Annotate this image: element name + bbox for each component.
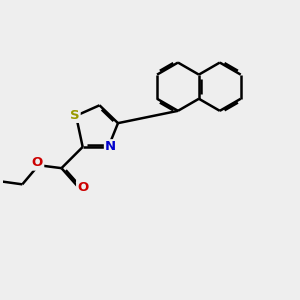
- Text: S: S: [70, 109, 80, 122]
- Text: O: O: [32, 156, 43, 170]
- Text: N: N: [105, 140, 116, 154]
- Text: O: O: [77, 181, 88, 194]
